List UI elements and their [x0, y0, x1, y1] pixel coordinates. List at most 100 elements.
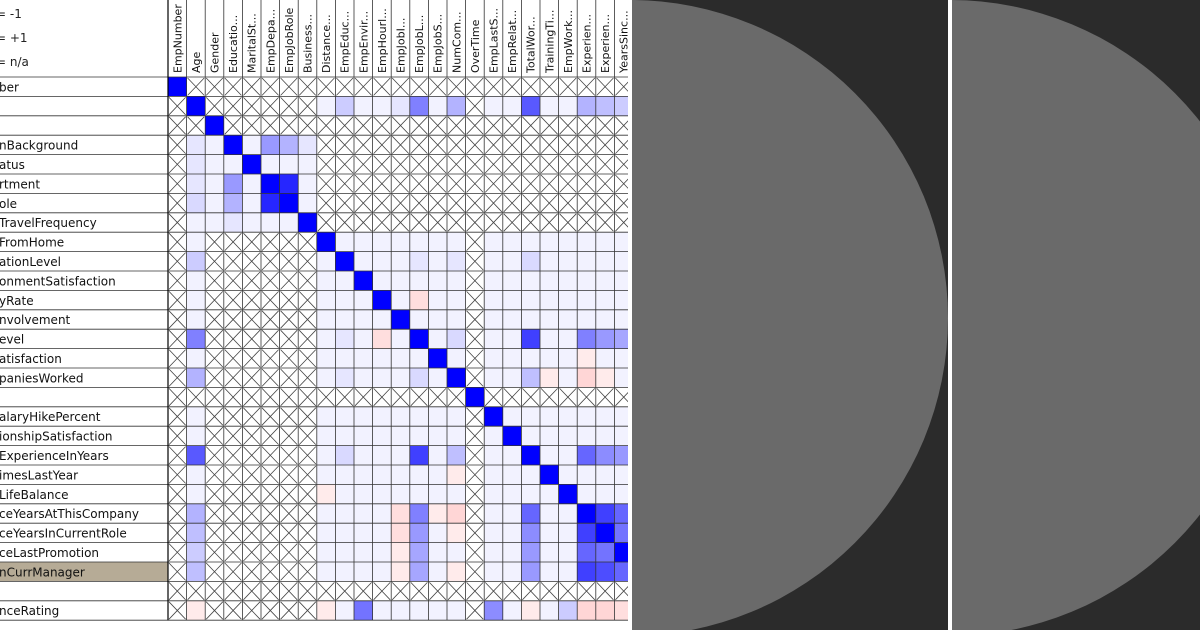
matrix-cell[interactable] [372, 232, 392, 252]
matrix-cell[interactable] [168, 290, 187, 310]
matrix-cell[interactable] [502, 290, 522, 310]
matrix-cell[interactable] [502, 523, 522, 543]
matrix-cell[interactable] [372, 154, 392, 174]
row-label[interactable]: ber [0, 80, 19, 94]
matrix-cell[interactable] [409, 329, 429, 349]
matrix-cell[interactable] [428, 251, 447, 271]
matrix-cell[interactable] [316, 77, 336, 97]
matrix-cell[interactable] [447, 77, 466, 97]
matrix-cell[interactable] [279, 290, 299, 310]
matrix-cell[interactable] [391, 271, 410, 291]
matrix-cell[interactable] [428, 348, 447, 368]
matrix-cell[interactable] [465, 503, 485, 524]
row-label-bg[interactable] [0, 406, 168, 427]
matrix-cell[interactable] [354, 484, 373, 504]
matrix-cell[interactable] [335, 406, 354, 427]
matrix-cell[interactable] [558, 309, 578, 330]
matrix-cell[interactable] [465, 387, 485, 407]
matrix-cell[interactable] [316, 484, 336, 504]
matrix-cell[interactable] [428, 174, 447, 194]
matrix-cell[interactable] [372, 135, 392, 155]
matrix-cell[interactable] [298, 406, 317, 427]
matrix-cell[interactable] [428, 562, 447, 582]
matrix-cell[interactable] [595, 562, 615, 582]
matrix-cell[interactable] [335, 193, 354, 213]
matrix-cell[interactable] [205, 154, 224, 174]
matrix-cell[interactable] [502, 309, 522, 330]
matrix-cell[interactable] [354, 581, 373, 601]
matrix-cell[interactable] [316, 251, 336, 271]
matrix-cell[interactable] [372, 484, 392, 504]
matrix-cell[interactable] [540, 426, 559, 446]
matrix-cell[interactable] [168, 368, 187, 388]
matrix-cell[interactable] [354, 77, 373, 97]
matrix-cell[interactable] [409, 406, 429, 427]
matrix-cell[interactable] [316, 154, 336, 174]
matrix-cell[interactable] [577, 542, 596, 562]
matrix-cell[interactable] [186, 271, 206, 291]
matrix-cell[interactable] [298, 368, 317, 388]
matrix-cell[interactable] [316, 562, 336, 582]
matrix-cell[interactable] [223, 465, 243, 485]
matrix-cell[interactable] [186, 232, 206, 252]
matrix-cell[interactable] [316, 368, 336, 388]
matrix-cell[interactable] [614, 406, 632, 427]
matrix-cell[interactable] [391, 154, 410, 174]
matrix-cell[interactable] [279, 174, 299, 194]
row-label[interactable]: ionshipSatisfaction [0, 430, 113, 444]
matrix-cell[interactable] [447, 96, 466, 116]
matrix-cell[interactable] [521, 251, 540, 271]
matrix-cell[interactable] [595, 96, 615, 116]
matrix-cell[interactable] [484, 77, 503, 97]
row-label[interactable]: nBackground [0, 139, 78, 153]
matrix-cell[interactable] [261, 600, 280, 621]
matrix-cell[interactable] [484, 426, 503, 446]
matrix-cell[interactable] [540, 135, 559, 155]
matrix-cell[interactable] [354, 135, 373, 155]
matrix-cell[interactable] [465, 271, 485, 291]
matrix-cell[interactable] [595, 115, 615, 136]
matrix-cell[interactable] [261, 290, 280, 310]
matrix-cell[interactable] [540, 406, 559, 427]
matrix-cell[interactable] [223, 406, 243, 427]
matrix-cell[interactable] [298, 465, 317, 485]
matrix-cell[interactable] [335, 251, 354, 271]
matrix-cell[interactable] [372, 193, 392, 213]
matrix-cell[interactable] [205, 193, 224, 213]
matrix-cell[interactable] [428, 290, 447, 310]
matrix-cell[interactable] [298, 503, 317, 524]
matrix-cell[interactable] [242, 445, 261, 465]
matrix-cell[interactable] [335, 174, 354, 194]
matrix-cell[interactable] [298, 309, 317, 330]
matrix-cell[interactable] [242, 115, 261, 136]
matrix-cell[interactable] [484, 581, 503, 601]
matrix-cell[interactable] [242, 77, 261, 97]
matrix-cell[interactable] [186, 96, 206, 116]
matrix-cell[interactable] [316, 600, 336, 621]
matrix-cell[interactable] [391, 581, 410, 601]
matrix-cell[interactable] [577, 174, 596, 194]
matrix-cell[interactable] [298, 232, 317, 252]
matrix-cell[interactable] [168, 503, 187, 524]
matrix-cell[interactable] [595, 232, 615, 252]
matrix-cell[interactable] [391, 445, 410, 465]
matrix-cell[interactable] [261, 562, 280, 582]
matrix-cell[interactable] [428, 309, 447, 330]
matrix-cell[interactable] [335, 523, 354, 543]
matrix-cell[interactable] [261, 232, 280, 252]
matrix-cell[interactable] [484, 115, 503, 136]
matrix-cell[interactable] [595, 581, 615, 601]
matrix-cell[interactable] [540, 465, 559, 485]
matrix-cell[interactable] [261, 406, 280, 427]
matrix-cell[interactable] [168, 174, 187, 194]
matrix-cell[interactable] [261, 465, 280, 485]
matrix-cell[interactable] [261, 309, 280, 330]
matrix-cell[interactable] [298, 542, 317, 562]
matrix-cell[interactable] [409, 193, 429, 213]
matrix-cell[interactable] [316, 387, 336, 407]
matrix-cell[interactable] [502, 562, 522, 582]
matrix-cell[interactable] [279, 232, 299, 252]
matrix-cell[interactable] [614, 309, 632, 330]
matrix-cell[interactable] [428, 484, 447, 504]
matrix-cell[interactable] [205, 523, 224, 543]
